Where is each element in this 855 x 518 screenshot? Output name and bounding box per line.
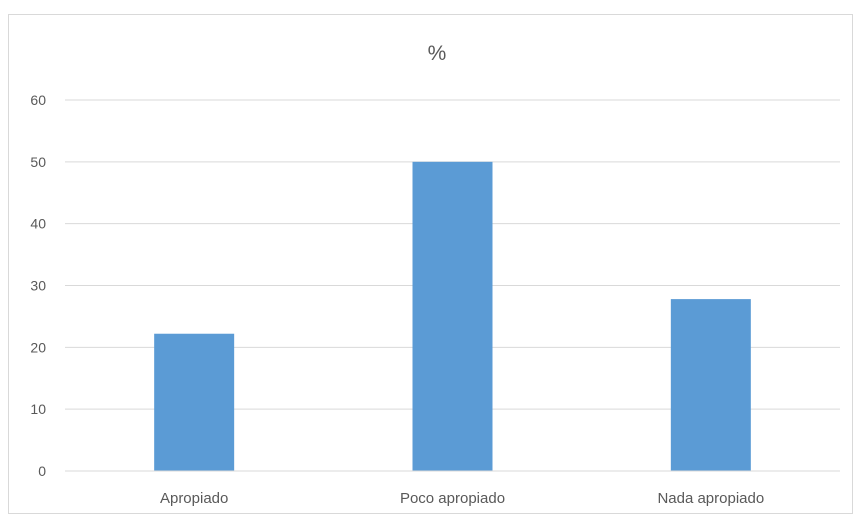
y-tick-label: 30	[30, 278, 46, 294]
x-category-label: Nada apropiado	[657, 490, 764, 507]
y-tick-label: 50	[30, 154, 46, 170]
x-category-label: Poco apropiado	[400, 490, 505, 507]
y-tick-label: 60	[30, 92, 46, 108]
chart-title: %	[428, 42, 447, 65]
bar-poco-apropiado	[412, 161, 493, 472]
bar-nada-apropiado	[670, 299, 751, 471]
bar-apropiado	[154, 333, 235, 471]
y-tick-label: 20	[30, 339, 46, 355]
x-category-label: Apropiado	[160, 490, 228, 507]
y-axis-ticks: 0 10 20 30 40 50 60	[30, 92, 46, 479]
y-tick-label: 40	[30, 216, 46, 232]
y-tick-label: 0	[38, 463, 46, 479]
bars	[154, 161, 751, 472]
x-axis-labels: Apropiado Poco apropiado Nada apropiado	[160, 490, 764, 507]
y-tick-label: 10	[30, 401, 46, 417]
